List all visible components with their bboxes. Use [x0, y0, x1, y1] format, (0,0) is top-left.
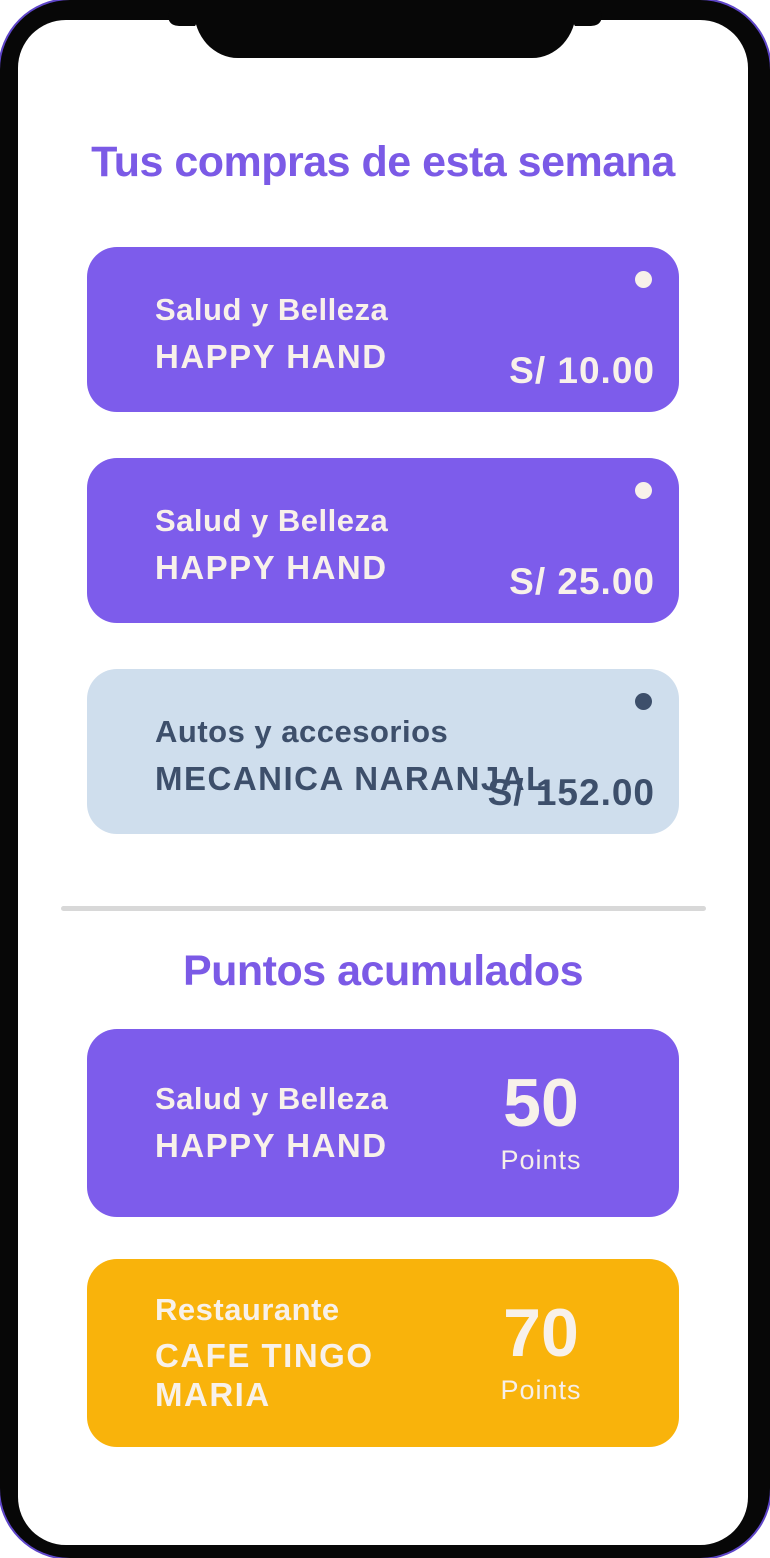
purchase-amount: S/ 10.00: [509, 350, 655, 392]
phone-notch: [194, 0, 576, 58]
points-card-list: Salud y Belleza HAPPY HAND 50 Points Res…: [87, 1028, 679, 1447]
purchase-category: Salud y Belleza: [155, 503, 389, 539]
purchase-merchant: MECANICA NARANJAL: [155, 759, 548, 797]
purchase-card[interactable]: Salud y Belleza HAPPY HAND S/ 25.00: [87, 458, 679, 624]
points-card-score: 50 Points: [466, 1069, 616, 1176]
points-label: Points: [500, 1375, 582, 1406]
points-card-info: Salud y Belleza HAPPY HAND: [155, 1080, 466, 1165]
purchase-amount: S/ 152.00: [487, 772, 655, 814]
purchases-card-list: Salud y Belleza HAPPY HAND S/ 10.00 Salu…: [87, 247, 679, 835]
purchase-merchant: HAPPY HAND: [155, 337, 388, 375]
purchase-category: Salud y Belleza: [155, 292, 389, 328]
points-card[interactable]: Restaurante CAFE TINGO MARIA 70 Points: [87, 1258, 679, 1447]
purchase-card[interactable]: Autos y accesorios MECANICA NARANJAL S/ …: [87, 669, 679, 835]
points-section-title: Puntos acumulados: [182, 947, 584, 996]
notification-dot-icon: [635, 271, 652, 289]
purchase-card[interactable]: Salud y Belleza HAPPY HAND S/ 10.00: [87, 247, 679, 413]
notification-dot-icon: [635, 693, 652, 711]
points-card-info: Restaurante CAFE TINGO MARIA: [155, 1291, 466, 1415]
points-card[interactable]: Salud y Belleza HAPPY HAND 50 Points: [87, 1028, 679, 1217]
points-merchant: HAPPY HAND: [155, 1126, 388, 1164]
points-value: 50: [503, 1065, 579, 1142]
points-label: Points: [500, 1145, 582, 1176]
points-card-score: 70 Points: [466, 1299, 616, 1406]
points-category: Salud y Belleza: [155, 1081, 389, 1117]
purchase-category: Autos y accesorios: [155, 714, 449, 750]
phone-screen: Tus compras de esta semana Salud y Belle…: [18, 20, 748, 1545]
purchase-merchant: HAPPY HAND: [155, 548, 388, 586]
purchases-section-title: Tus compras de esta semana: [91, 138, 675, 186]
points-value: 70: [503, 1295, 579, 1372]
notification-dot-icon: [635, 482, 652, 500]
purchase-amount: S/ 25.00: [509, 561, 655, 603]
points-merchant: CAFE TINGO MARIA: [155, 1336, 374, 1414]
points-category: Restaurante: [155, 1291, 340, 1327]
section-divider: [60, 906, 706, 912]
